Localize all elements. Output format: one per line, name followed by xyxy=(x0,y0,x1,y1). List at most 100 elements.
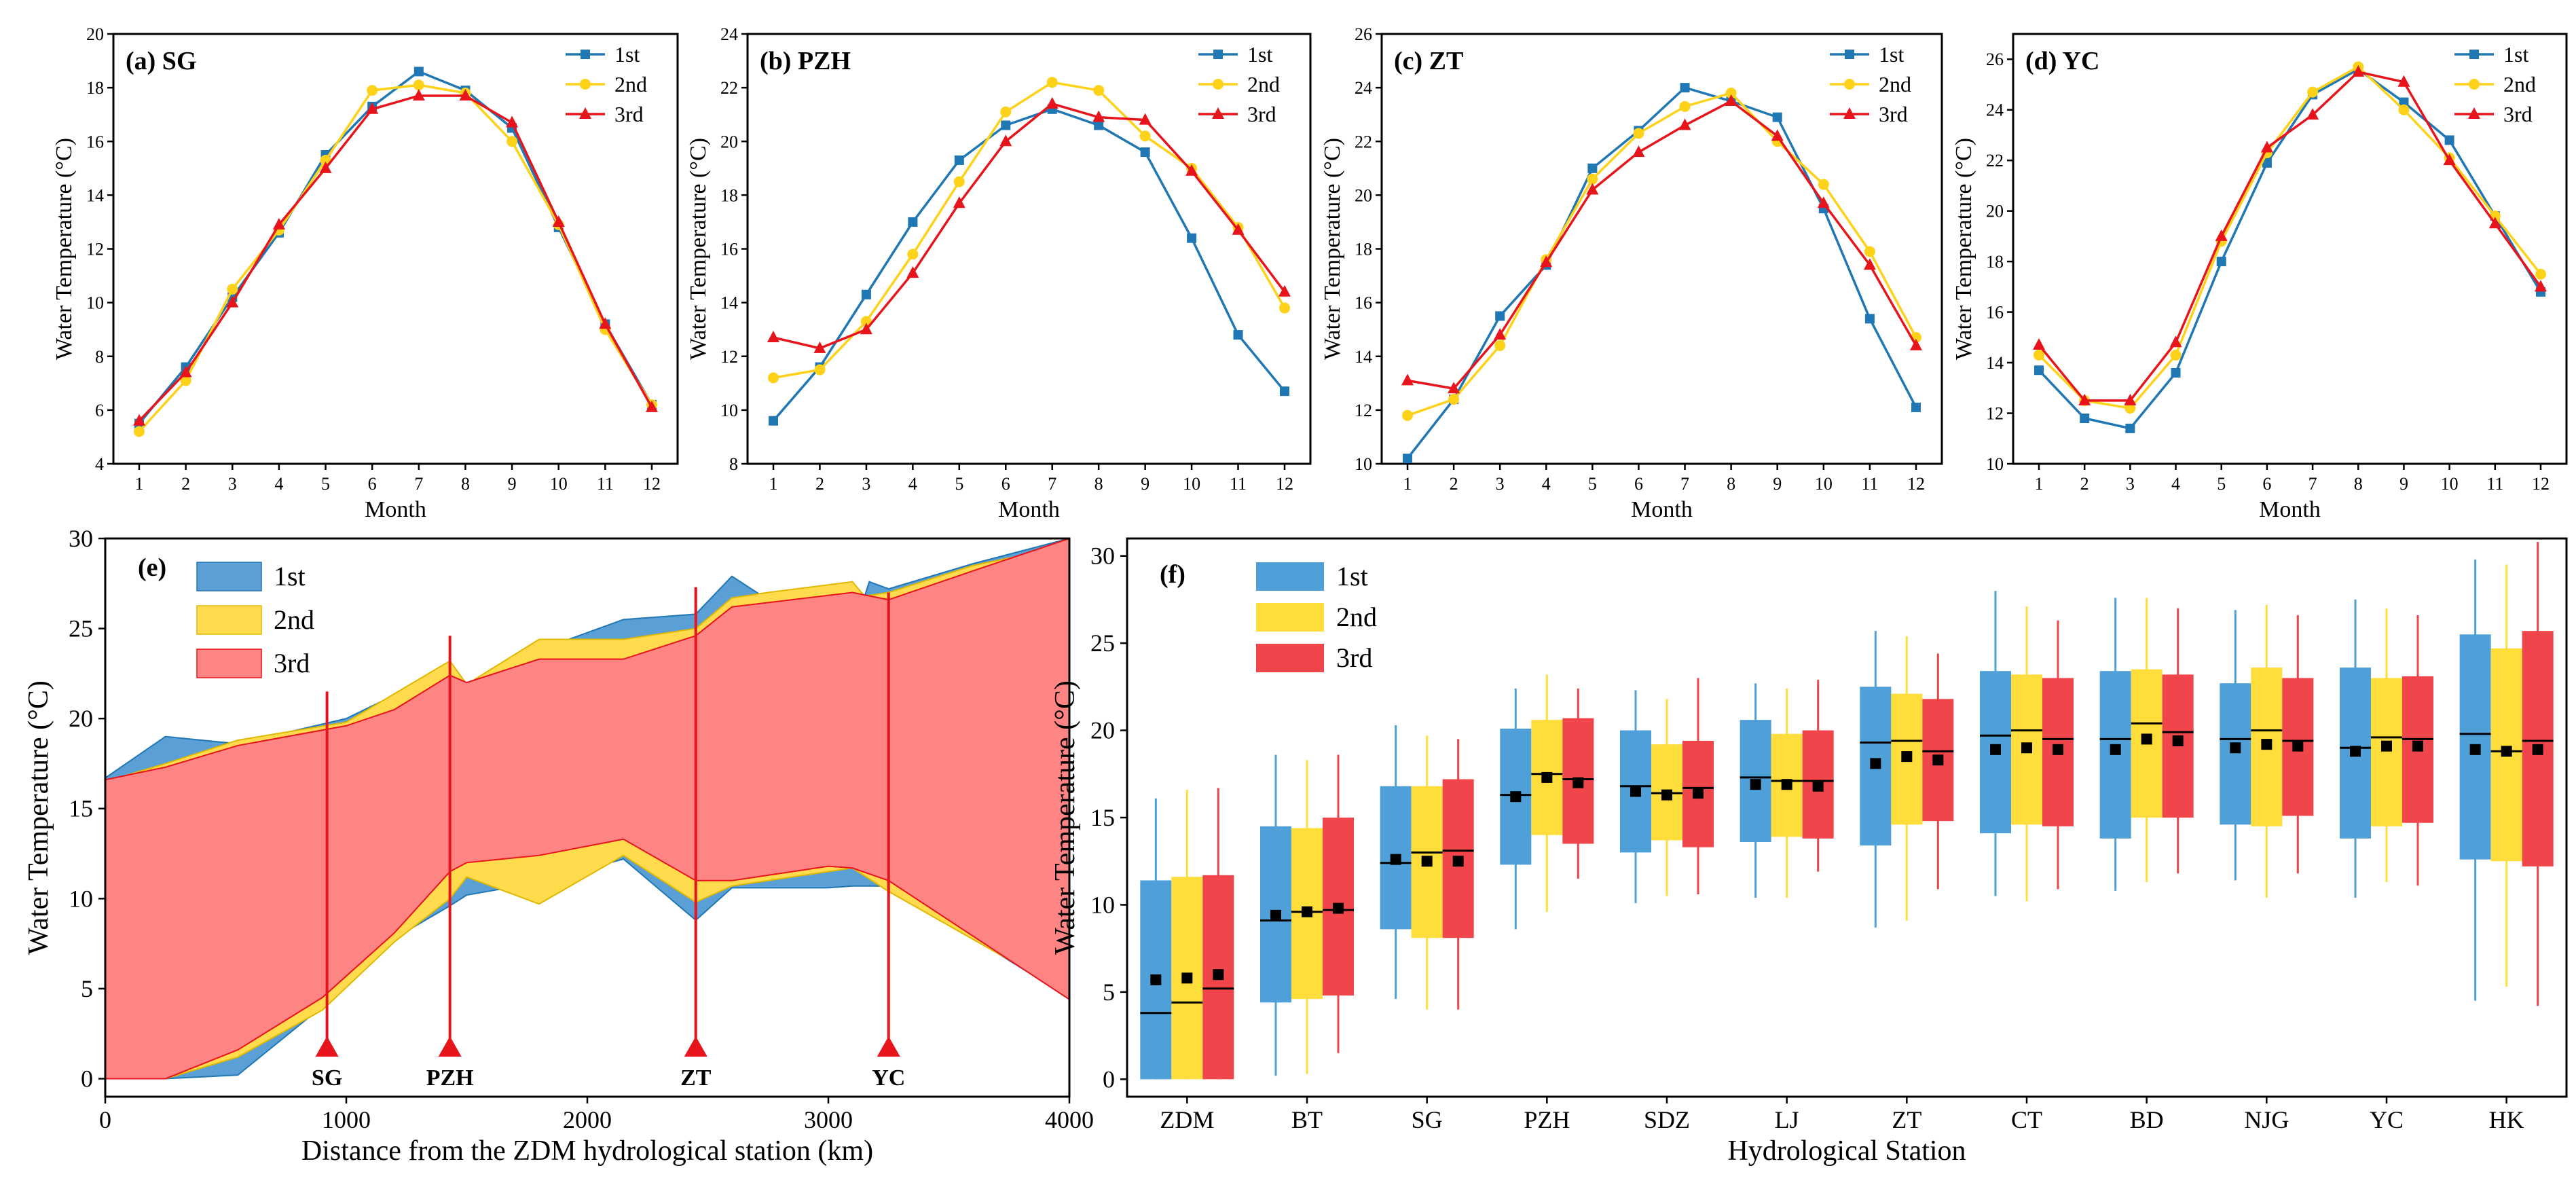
y-tick-label: 14 xyxy=(720,293,738,313)
data-point xyxy=(1863,258,1876,270)
y-tick-label: 22 xyxy=(1986,151,2004,170)
data-point xyxy=(769,416,778,426)
data-point xyxy=(2307,86,2319,98)
data-point xyxy=(1280,386,1289,397)
mean-marker xyxy=(2261,739,2273,750)
mean-marker xyxy=(1750,779,1761,790)
series-line-3rd xyxy=(1407,99,1917,390)
station-marker xyxy=(438,1036,462,1057)
mean-marker xyxy=(1213,969,1224,981)
data-point xyxy=(1233,330,1243,340)
data-point xyxy=(2306,108,2319,120)
y-tick-label: 22 xyxy=(720,78,738,98)
series-line-3rd xyxy=(773,102,1286,350)
data-point xyxy=(1401,373,1414,386)
data-point xyxy=(2215,229,2228,241)
data-point xyxy=(999,134,1012,147)
x-tick-label: 7 xyxy=(414,474,423,494)
x-tick-label: 10 xyxy=(1183,474,1200,494)
data-point xyxy=(552,215,565,227)
mean-marker xyxy=(1932,754,1944,766)
y-tick-label: 24 xyxy=(1355,78,1372,98)
data-point xyxy=(1494,340,1506,351)
data-point xyxy=(767,331,779,343)
legend-label: 1st xyxy=(2503,42,2528,67)
data-point xyxy=(2260,141,2273,153)
data-point xyxy=(2535,268,2546,280)
y-tick-label: 0 xyxy=(81,1065,93,1092)
y-tick-label: 26 xyxy=(1986,50,2004,69)
data-point xyxy=(1185,164,1198,176)
y-tick-label: 16 xyxy=(1355,293,1372,313)
data-point xyxy=(2124,393,2137,405)
x-tick-label: 1 xyxy=(2035,474,2044,494)
data-point xyxy=(459,88,472,101)
y-tick-label: 12 xyxy=(720,347,738,367)
mean-marker xyxy=(1572,777,1584,788)
data-point xyxy=(2535,280,2547,292)
x-tick-label: 8 xyxy=(1094,474,1103,494)
legend-label: 3rd xyxy=(1336,642,1372,673)
legend-swatch xyxy=(1256,603,1324,632)
legend-label: 3rd xyxy=(2503,102,2533,126)
y-tick-label: 30 xyxy=(69,525,93,552)
data-point xyxy=(1725,94,1737,106)
data-point xyxy=(1448,382,1460,394)
y-tick-label: 16 xyxy=(86,132,104,151)
data-point xyxy=(1448,394,1460,405)
box-2nd xyxy=(2371,678,2402,826)
mean-marker xyxy=(1421,856,1433,867)
y-tick-label: 10 xyxy=(86,293,104,313)
legend-marker xyxy=(1844,79,1855,90)
x-tick-label: 12 xyxy=(643,474,661,494)
station-marker xyxy=(684,1036,707,1057)
mean-marker xyxy=(1990,744,2001,755)
x-tick-label: 11 xyxy=(1861,474,1878,494)
data-point xyxy=(179,365,192,378)
series-line-1st xyxy=(138,70,653,424)
legend-label: 3rd xyxy=(614,102,644,126)
x-tick-label: 5 xyxy=(321,474,330,494)
data-point xyxy=(412,88,425,101)
y-tick-label: 18 xyxy=(86,78,104,98)
y-tick-label: 20 xyxy=(69,705,93,732)
data-point xyxy=(1046,77,1058,88)
x-tick-label: BT xyxy=(1291,1106,1323,1133)
legend-marker xyxy=(1212,107,1224,119)
x-tick-label: 6 xyxy=(1001,474,1010,494)
legend-swatch xyxy=(1256,562,1324,591)
series-line-1st xyxy=(2038,68,2542,430)
mean-marker xyxy=(1452,856,1464,867)
x-tick-label: 2 xyxy=(181,474,190,494)
y-tick-label: 25 xyxy=(69,615,93,642)
x-tick-label: 4 xyxy=(2171,474,2180,494)
x-tick-label: 11 xyxy=(2486,474,2503,494)
y-tick-label: 20 xyxy=(1355,185,1372,205)
series-line-2nd xyxy=(2038,65,2542,409)
mean-marker xyxy=(1781,779,1792,790)
mean-marker xyxy=(2141,733,2152,745)
x-tick-label: 4 xyxy=(1542,474,1551,494)
legend-label: 2nd xyxy=(274,604,314,635)
data-point xyxy=(1187,233,1197,243)
mean-marker xyxy=(1510,791,1522,803)
data-point xyxy=(1586,183,1599,195)
y-tick-label: 22 xyxy=(1355,132,1372,151)
mean-marker xyxy=(2110,744,2121,755)
y-tick-label: 18 xyxy=(720,185,738,205)
data-point xyxy=(2444,135,2454,145)
x-tick-label: 7 xyxy=(2308,474,2317,494)
x-tick-label: SDZ xyxy=(1644,1106,1690,1133)
station-label: YC xyxy=(872,1065,905,1091)
box-1st xyxy=(2220,683,2251,825)
legend-label: 2nd xyxy=(1879,72,1911,96)
y-tick-label: 10 xyxy=(1986,454,2004,474)
y-tick-label: 5 xyxy=(1103,979,1115,1006)
x-tick-label: 1 xyxy=(135,474,144,494)
panel-title: (f) xyxy=(1160,560,1185,589)
data-point xyxy=(1910,338,1922,350)
x-tick-label: 7 xyxy=(1680,474,1689,494)
